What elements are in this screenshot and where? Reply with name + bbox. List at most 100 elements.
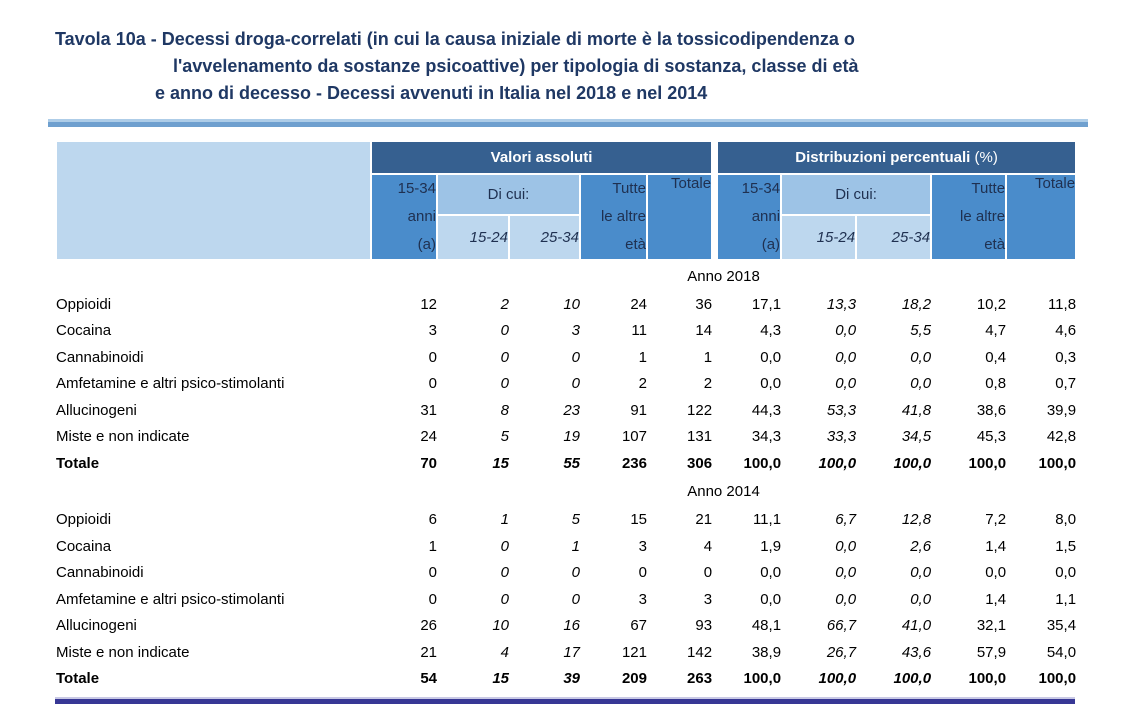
value-cell: 0,0 [835, 375, 857, 393]
row-label: Oppioidi [56, 511, 112, 529]
corner-cell [55, 140, 372, 261]
col-header-altre-eta-assoluti: Tutte le altre età [579, 173, 648, 261]
value-cell: 26 [420, 617, 437, 635]
value-cell: 0,8 [985, 375, 1007, 393]
value-cell: 0,0 [985, 564, 1007, 582]
value-cell: 1 [638, 348, 647, 366]
value-cell: 54,0 [1046, 643, 1077, 661]
value-cell: 4,3 [760, 322, 782, 340]
year-label: Anno 2014 [687, 483, 760, 500]
value-cell: 15 [630, 511, 647, 529]
col-header-totale-percentuali: Totale [1005, 173, 1078, 261]
row-label-empty [56, 477, 371, 507]
table-row: Miste e non indicate 24 5 19 107 131 34,3 33,3 3… [56, 424, 1076, 451]
value-cell: 39,9 [1046, 401, 1077, 419]
row-label: Totale [56, 670, 100, 688]
value-cell: 0 [428, 590, 437, 608]
table-row: Allucinogeni 31 8 23 91 122 44,3 53,3 41,8 38,6 39… [56, 397, 1076, 424]
value-cell: 0 [428, 564, 437, 582]
value-cell: 5,5 [910, 322, 932, 340]
value-cell: 31 [420, 401, 437, 419]
value-cell: 0,3 [1055, 348, 1077, 366]
value-cell: 32,1 [976, 617, 1007, 635]
value-cell: 16 [563, 617, 580, 635]
value-cell: 142 [687, 643, 713, 661]
row-label: Cocaina [56, 322, 112, 340]
title-line-3: e anno di decesso - Decessi avvenuti in … [155, 83, 708, 103]
group-title: Valori assoluti [490, 149, 593, 166]
value-cell: 18,2 [901, 295, 932, 313]
value-cell: 100,0 [1038, 454, 1077, 472]
value-cell: 23 [563, 401, 580, 419]
value-cell: 0 [571, 590, 580, 608]
row-label: Allucinogeni [56, 401, 137, 419]
row-label: Miste e non indicate [56, 428, 190, 446]
value-cell: 0 [500, 537, 509, 555]
table-row: Cannabinoidi 0 0 0 1 1 0,0 0,0 0,0 0,4 0,3 [56, 344, 1076, 371]
value-cell: 107 [621, 428, 647, 446]
value-cell: 0 [571, 348, 580, 366]
table-row: Allucinogeni 26 10 16 67 93 48,1 66,7 41,0 32,1 35… [56, 613, 1076, 640]
value-cell: 7,2 [985, 511, 1007, 529]
value-cell: 0 [500, 375, 509, 393]
value-cell: 45,3 [976, 428, 1007, 446]
table-row: Miste e non indicate 21 4 17 121 142 38,9 26,7 4… [56, 639, 1076, 666]
value-cell: 1,9 [760, 537, 782, 555]
col-header-altre-eta-percentuali: Tutte le altre età [930, 173, 1008, 261]
row-label: Totale [56, 454, 100, 472]
statistics-table: Valori assoluti Distribuzioni percentual… [55, 140, 1078, 693]
value-cell: 6 [428, 511, 437, 529]
value-cell: 0,0 [910, 564, 932, 582]
group-separator [712, 141, 718, 260]
value-cell: 57,9 [976, 643, 1007, 661]
value-cell: 1 [428, 537, 437, 555]
value-cell: 34,5 [901, 428, 932, 446]
value-cell: 48,1 [751, 617, 782, 635]
value-cell: 1,1 [1055, 590, 1077, 608]
value-cell: 0,7 [1055, 375, 1077, 393]
value-cell: 33,3 [826, 428, 857, 446]
value-cell: 1 [703, 348, 713, 366]
value-cell: 1,5 [1055, 537, 1077, 555]
value-cell: 1,4 [985, 537, 1007, 555]
table-row: Cannabinoidi 0 0 0 0 0 0,0 0,0 0,0 0,0 0,0 [56, 560, 1076, 587]
value-cell: 0,0 [760, 590, 782, 608]
row-label: Miste e non indicate [56, 643, 190, 661]
value-cell: 100,0 [968, 670, 1007, 688]
group-suffix: (%) [970, 149, 998, 166]
value-cell: 70 [420, 454, 437, 472]
value-cell: 17 [563, 643, 580, 661]
value-cell: 0,0 [910, 375, 932, 393]
value-cell: 14 [695, 322, 713, 340]
value-cell: 43,6 [901, 643, 932, 661]
col-header-di-cui-assoluti: Di cui: [436, 172, 581, 217]
value-cell: 0,4 [985, 348, 1007, 366]
table-row: Totale 54 15 39 209 263 100,0 100,0 100,0 100,0 10… [56, 666, 1076, 693]
col-header-25-34-percentuali: 25-34 [855, 214, 933, 261]
value-cell: 1,4 [985, 590, 1007, 608]
value-cell: 19 [563, 428, 580, 446]
value-cell: 6,7 [835, 511, 857, 529]
value-cell: 2,6 [910, 537, 932, 555]
table-row: Amfetamine e altri psico-stimolanti 0 0 0 2 2… [56, 371, 1076, 398]
value-cell: 8,0 [1055, 511, 1077, 529]
value-cell: 0 [571, 564, 580, 582]
value-cell: 54 [420, 670, 437, 688]
value-cell: 26,7 [826, 643, 857, 661]
col-header-totale-assoluti: Totale [645, 173, 714, 261]
value-cell: 0 [500, 564, 509, 582]
value-cell: 2 [703, 375, 713, 393]
value-cell: 34,3 [751, 428, 782, 446]
header-row-subcolumns: 15-24 25-34 15-24 25-34 [56, 214, 1076, 261]
row-label: Cocaina [56, 537, 112, 555]
col-header-15-24-assoluti: 15-24 [436, 214, 510, 261]
value-cell: 121 [621, 643, 647, 661]
value-cell: 67 [630, 617, 647, 635]
row-label: Oppioidi [56, 295, 112, 313]
value-cell: 15 [492, 670, 509, 688]
value-cell: 41,8 [901, 401, 932, 419]
value-cell: 38,9 [751, 643, 782, 661]
value-cell: 4 [500, 643, 509, 661]
value-cell: 100,0 [1038, 670, 1077, 688]
